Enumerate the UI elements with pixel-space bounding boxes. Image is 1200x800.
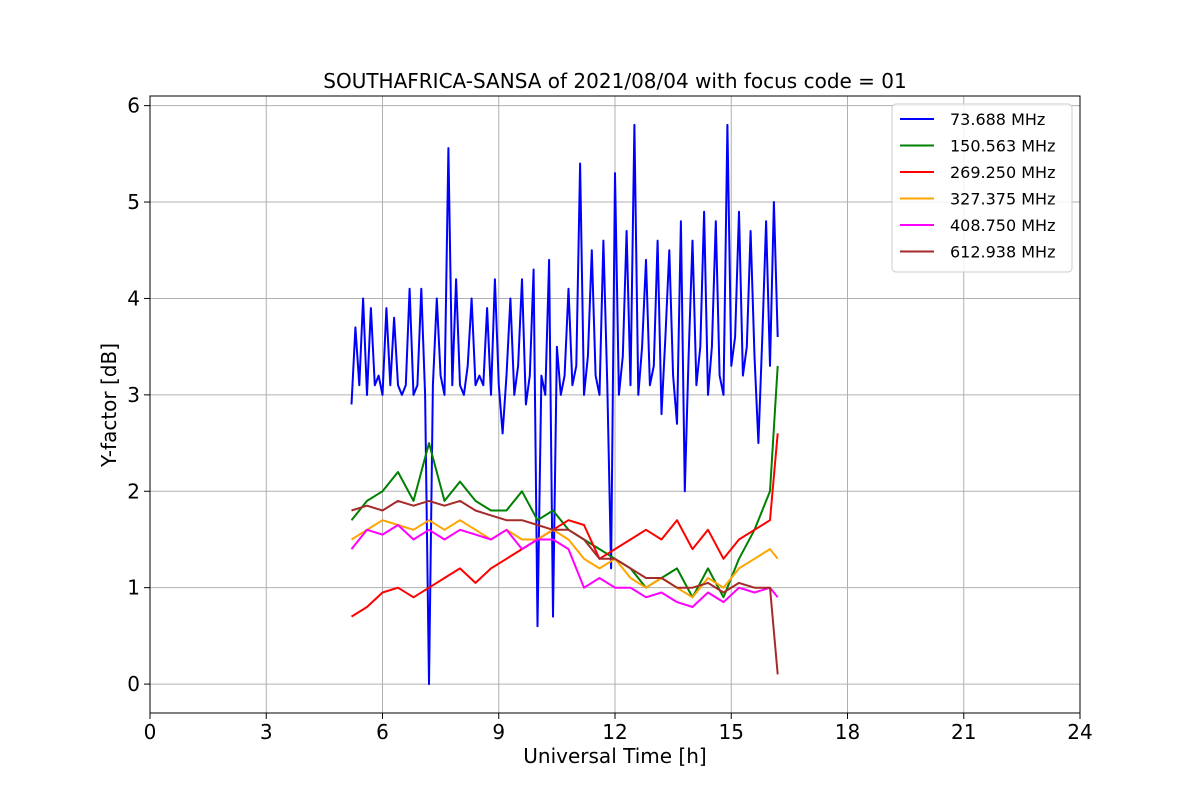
series-layer [350,123,779,686]
y-tick-label: 6 [127,94,140,118]
y-tick-label: 2 [127,479,140,503]
grid [149,96,1081,713]
y-tick-label: 0 [127,672,140,696]
x-tick-label: 18 [835,720,860,744]
x-tick-label: 15 [719,720,744,744]
series-line-3 [350,519,779,599]
x-tick-label: 21 [951,720,976,744]
series-line-5 [351,499,779,675]
y-tick-label: 4 [127,286,140,310]
x-axis: 0 3 6 9 12 15 18 21 24 [144,713,1093,744]
legend-label: 269.250 MHz [950,163,1055,182]
legend-label: 327.375 MHz [950,190,1055,209]
legend-label: 73.688 MHz [950,110,1045,129]
y-tick-label: 3 [127,383,140,407]
legend-box [891,103,1073,273]
legend-label: 408.750 MHz [950,216,1055,235]
y-axis-label: Y-factor [dB] [97,343,121,468]
x-tick-label: 9 [492,720,505,744]
y-axis: 0 1 2 3 4 5 6 [127,94,150,696]
legend-label: 612.938 MHz [950,243,1055,262]
legend: 73.688 MHz 150.563 MHz 269.250 MHz 327.375 … [891,103,1073,273]
series-line-1 [350,365,779,599]
legend-label: 150.563 MHz [950,137,1055,156]
series-line-2 [350,433,779,618]
y-tick-label: 1 [127,576,140,600]
x-tick-label: 24 [1067,720,1092,744]
y-tick-label: 5 [127,190,140,214]
series-line-4 [350,524,779,608]
series-line-0 [350,123,779,686]
x-axis-label: Universal Time [h] [523,744,706,768]
x-tick-label: 6 [376,720,389,744]
x-tick-label: 0 [144,720,157,744]
chart-title: SOUTHAFRICA-SANSA of 2021/08/04 with foc… [323,69,907,93]
x-tick-label: 3 [260,720,273,744]
x-tick-label: 12 [602,720,627,744]
